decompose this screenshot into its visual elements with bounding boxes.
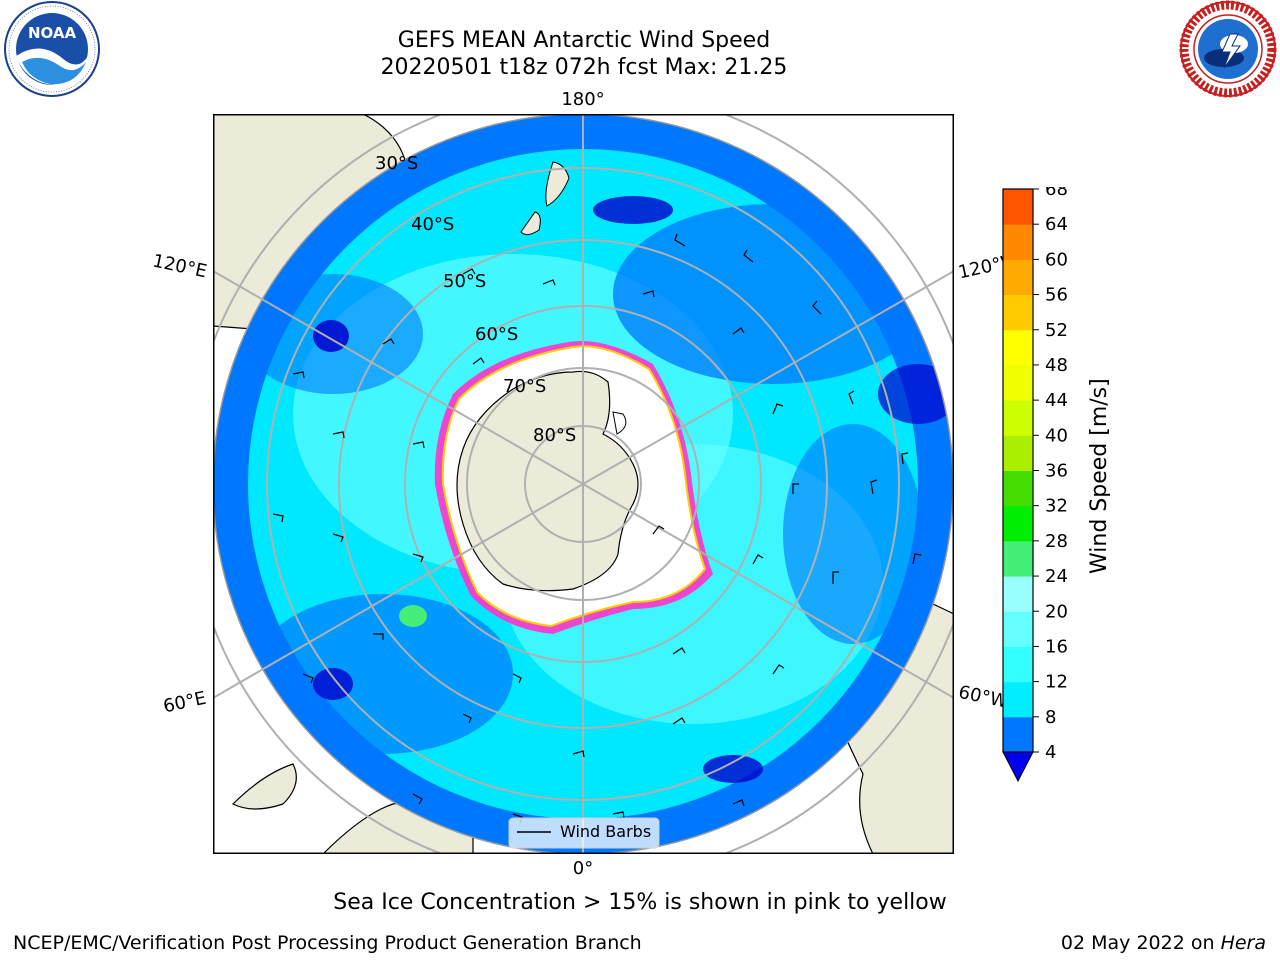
lat-label-40s: 40°S — [411, 214, 454, 235]
colorbar-tick-label: 32 — [1045, 496, 1068, 517]
colorbar-segment — [1003, 505, 1033, 542]
colorbar-tick-label: 56 — [1045, 285, 1068, 306]
south-polar-map: 30°S 40°S 50°S 60°S 70°S 80°S Wind Barbs — [213, 114, 954, 854]
colorbar-tick-label: 60 — [1045, 249, 1068, 270]
colorbar-segment — [1003, 294, 1033, 331]
lat-label-60s: 60°S — [475, 324, 518, 345]
colorbar-segment — [1003, 329, 1033, 366]
lat-label-70s: 70°S — [503, 376, 546, 397]
colorbar-tick-label: 16 — [1045, 636, 1068, 657]
colorbar-segment — [1003, 224, 1033, 260]
legend-label: Wind Barbs — [560, 822, 651, 841]
colorbar-tick-label: 40 — [1045, 425, 1068, 446]
colorbar-segment — [1003, 189, 1033, 225]
footer-date: 02 May 2022 on Hera — [1061, 932, 1266, 954]
colorbar-segment — [1003, 400, 1033, 436]
lon-label-0: 0° — [573, 858, 593, 879]
colorbar-tick-label: 36 — [1045, 461, 1068, 482]
colorbar-tick-label: 44 — [1045, 390, 1068, 411]
colorbar-tick-label: 28 — [1045, 531, 1068, 552]
footer-credit: NCEP/EMC/Verification Post Processing Pr… — [13, 932, 642, 954]
nws-logo — [1179, 0, 1277, 98]
colorbar-tick-label: 52 — [1045, 320, 1068, 341]
colorbar-segment — [1003, 576, 1033, 612]
colorbar-label: Wind Speed [m/s] — [1087, 378, 1110, 574]
colorbar-segment — [1003, 470, 1033, 507]
colorbar-tick-label: 24 — [1045, 566, 1068, 587]
footer-host: Hera — [1220, 932, 1266, 954]
colorbar-segment — [1003, 646, 1033, 683]
colorbar-segment — [1003, 540, 1033, 577]
latitude-labels: 30°S 40°S 50°S 60°S 70°S 80°S — [375, 153, 576, 446]
colorbar-tick-label: 64 — [1045, 214, 1068, 235]
colorbar-tick-label: 48 — [1045, 355, 1068, 376]
colorbar-segment — [1003, 716, 1033, 753]
meridian-lines — [213, 114, 954, 854]
wind-barbs — [272, 233, 922, 824]
noaa-logo: NOAA — [4, 1, 100, 97]
lon-label-120e: 120°E — [151, 250, 209, 282]
colorbar-segment — [1003, 611, 1033, 647]
colorbar-tick-label: 68 — [1045, 187, 1068, 200]
map-title: GEFS MEAN Antarctic Wind Speed — [397, 28, 771, 53]
footer-date-text: 02 May 2022 on — [1060, 932, 1215, 954]
colorbar-extend-arrow — [1002, 751, 1034, 783]
map-subtitle: 20220501 t18z 072h fcst Max: 21.25 — [380, 55, 788, 80]
colorbar-tick-label: 20 — [1045, 601, 1068, 622]
colorbar-tick-label: 4 — [1045, 742, 1056, 763]
noaa-logo-text: NOAA — [28, 24, 77, 42]
colorbar-tick-label: 12 — [1045, 672, 1068, 693]
lon-label-60e: 60°E — [161, 688, 208, 718]
lat-label-30s: 30°S — [375, 153, 418, 174]
sea-ice-note: Sea Ice Concentration > 15% is shown in … — [333, 890, 947, 915]
lat-label-80s: 80°S — [533, 425, 576, 446]
wind-barbs-legend: Wind Barbs — [508, 817, 660, 849]
colorbar-segment — [1003, 259, 1033, 296]
madagascar-landmass — [231, 763, 297, 810]
lon-label-180: 180° — [561, 89, 604, 110]
new-zealand-landmass — [520, 161, 570, 236]
colorbar-tick-label: 8 — [1045, 707, 1056, 728]
lat-label-50s: 50°S — [443, 271, 486, 292]
colorbar-segment — [1003, 364, 1033, 401]
colorbar-segment — [1003, 681, 1033, 718]
colorbar-segment — [1003, 435, 1033, 471]
